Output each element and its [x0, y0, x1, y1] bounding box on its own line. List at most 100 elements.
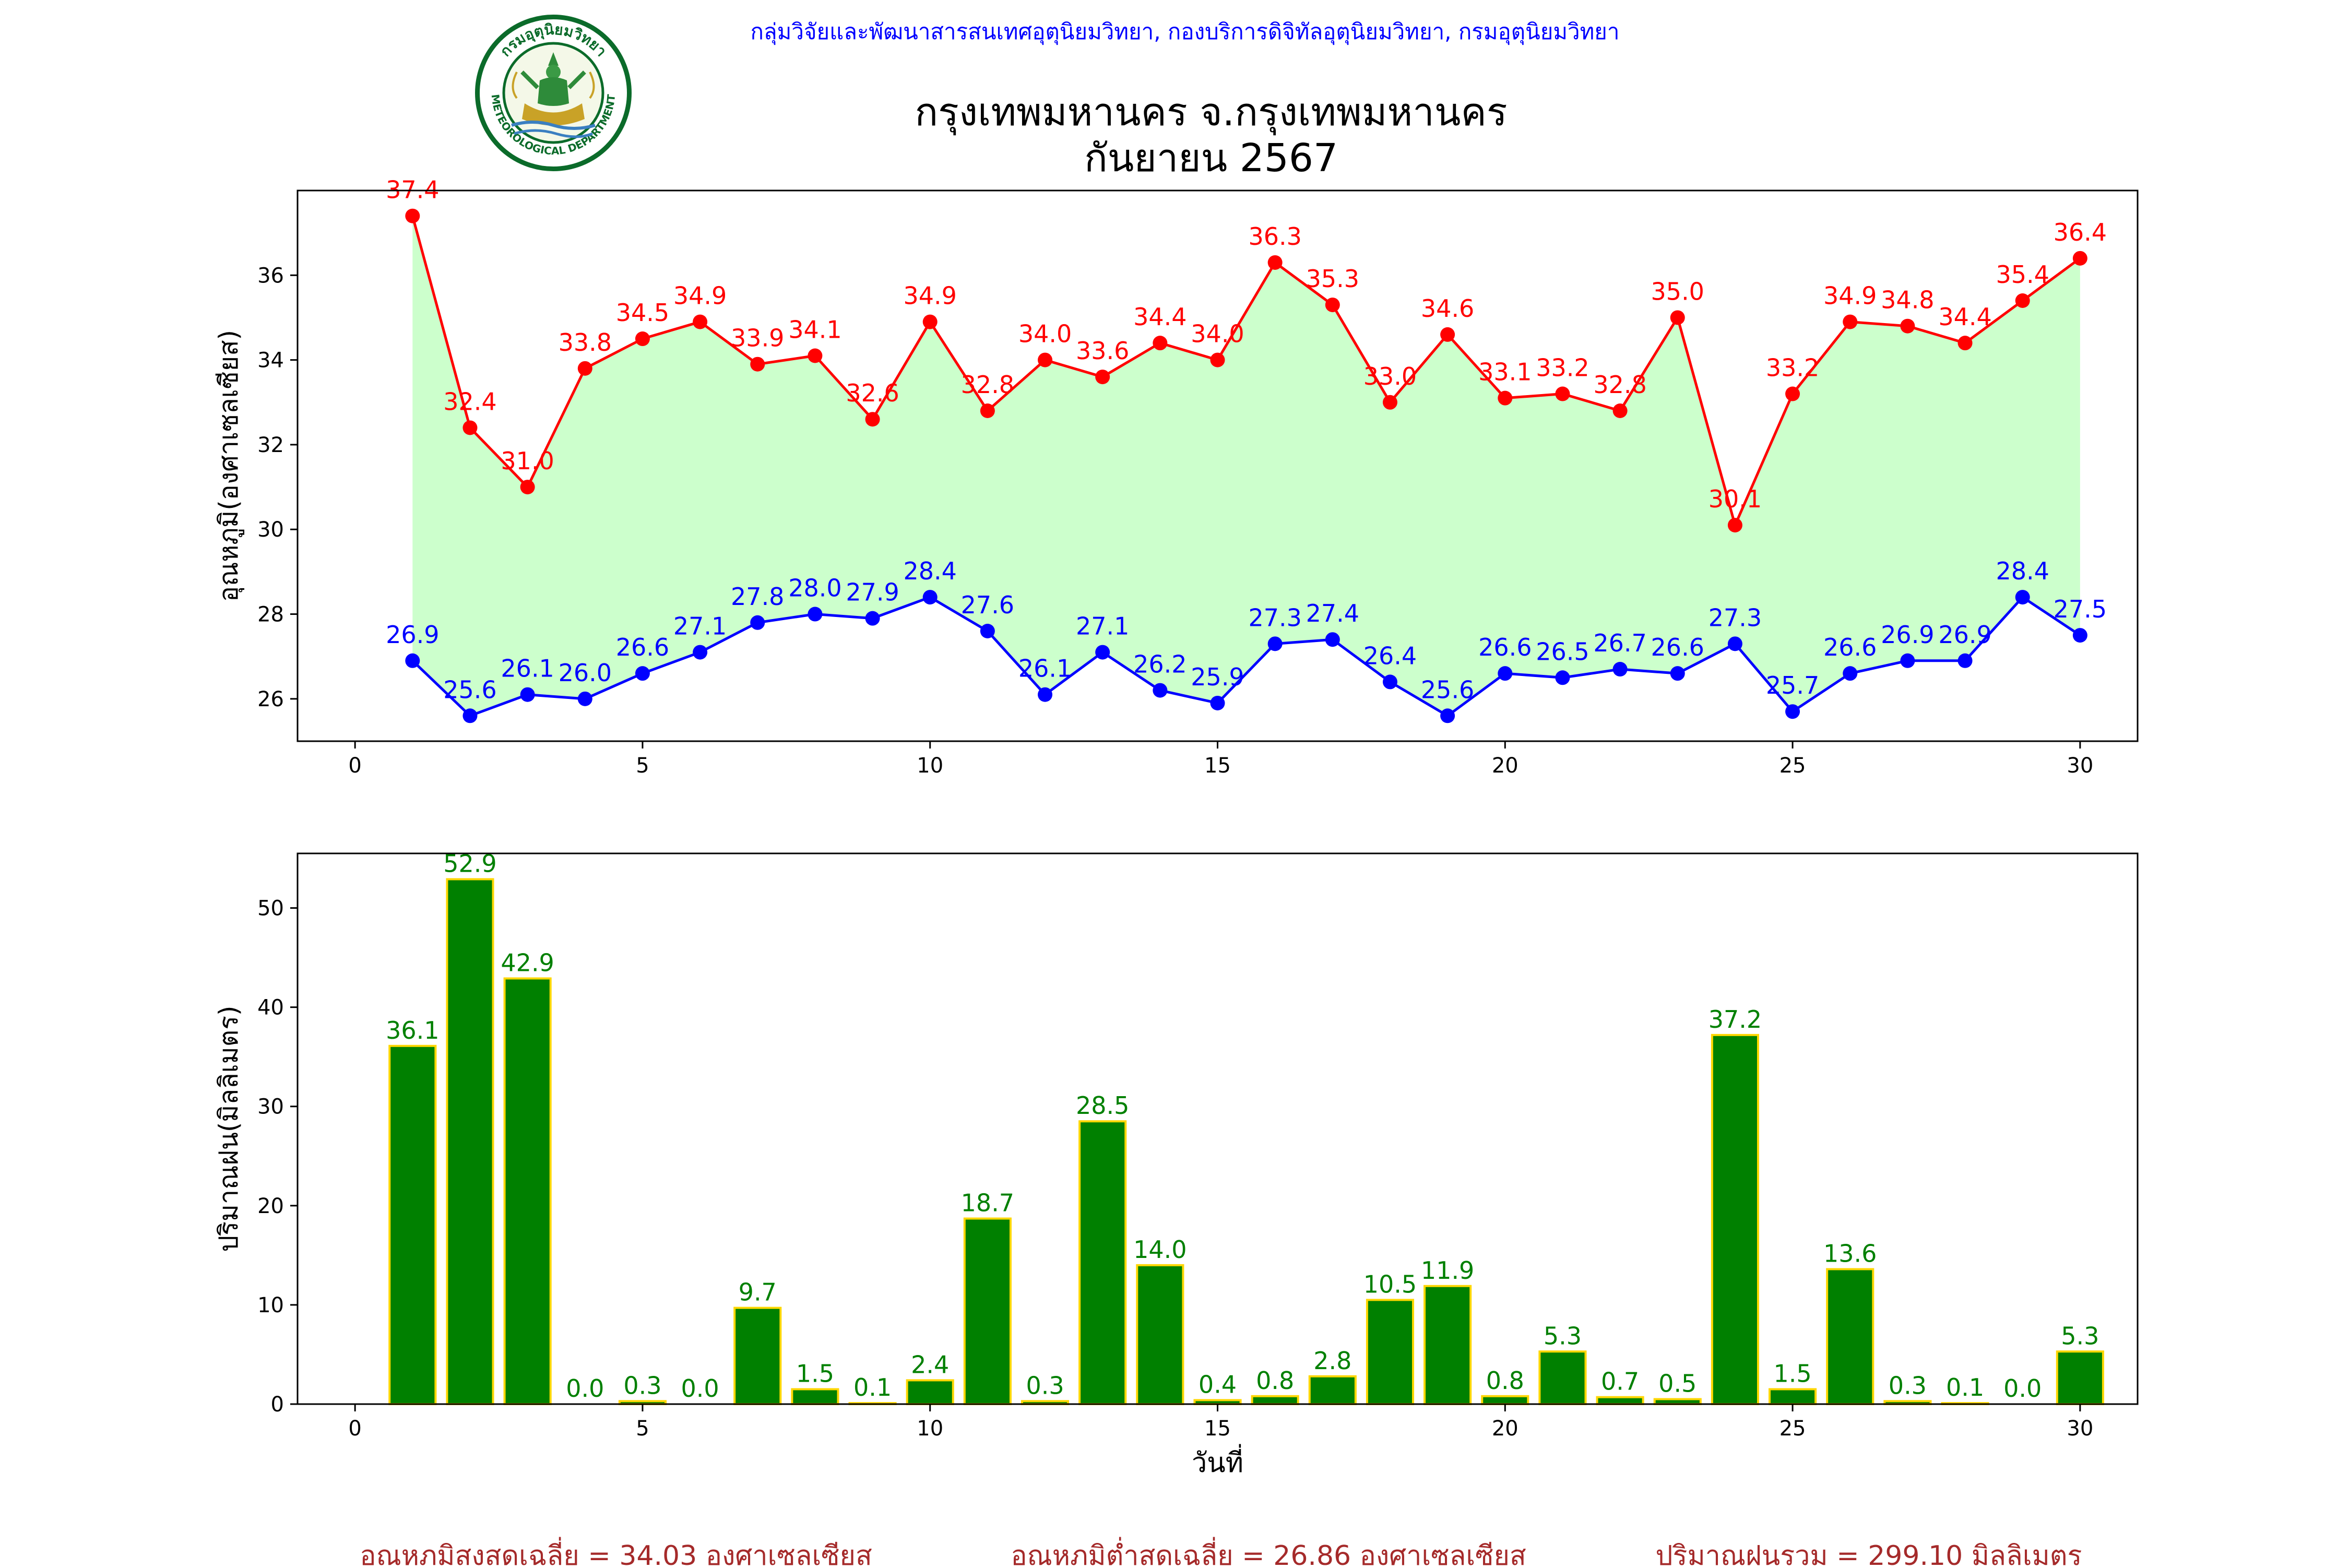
min-temperature-point	[1900, 653, 1915, 668]
credit-text: กลุ่มวิจัยและพัฒนาสารสนเทศอุตุนิยมวิทยา,…	[750, 19, 1619, 45]
min-temperature-point	[2072, 628, 2087, 643]
max-temperature-label: 34.1	[788, 316, 841, 344]
rainfall-bar	[2056, 1350, 2104, 1405]
rainfall-bar-label: 2.8	[1313, 1347, 1351, 1375]
summary-avg-min-temp: อุณหภูมิต่ำสุดเฉลี่ย = 26.86 องศาเซลเซีย…	[1011, 1537, 1526, 1566]
min-temperature-label: 26.1	[1018, 655, 1072, 683]
min-temperature-label: 27.3	[1248, 603, 1301, 632]
chart-title-line1: กรุงเทพมหานคร จ.กรุงเทพมหานคร	[915, 90, 1507, 136]
min-temperature-point	[1267, 636, 1283, 651]
min-temperature-label: 26.6	[1478, 633, 1532, 661]
max-temperature-point	[922, 314, 938, 329]
min-temperature-point	[1210, 695, 1225, 710]
rainfall-bar-label: 0.3	[623, 1371, 661, 1399]
min-temperature-label: 26.7	[1593, 629, 1646, 657]
rainfall-bar	[503, 977, 552, 1406]
rainfall-bar	[791, 1388, 839, 1406]
rainfall-bar	[1711, 1034, 1759, 1405]
max-temperature-point	[1900, 318, 1915, 334]
rainfall-bar	[1308, 1375, 1357, 1405]
rainfall-bar-label: 9.7	[739, 1278, 777, 1306]
temperature-points	[405, 208, 2087, 723]
max-temperature-label: 33.6	[1076, 337, 1129, 365]
max-temperature-point	[2072, 251, 2087, 266]
rainfall-bar-label: 0.8	[1486, 1367, 1524, 1395]
max-temperature-point	[980, 403, 995, 418]
rainfall-bar	[1481, 1395, 1529, 1405]
rainfall-bar	[1769, 1388, 1817, 1406]
rainfall-x-tick-label: 5	[636, 1417, 649, 1441]
min-temperature-point	[1498, 666, 1513, 681]
max-temperature-point	[1555, 386, 1570, 401]
rainfall-bar	[388, 1044, 437, 1405]
min-temperature-point	[1843, 666, 1858, 681]
rainfall-bar	[1136, 1264, 1184, 1405]
max-temperature-point	[750, 357, 765, 372]
summary-total-rain: ปริมาณฝนรวม = 299.10 มิลลิเมตร	[1656, 1540, 2082, 1566]
min-temperature-label: 26.9	[386, 621, 439, 649]
rainfall-bar	[1538, 1350, 1587, 1405]
min-temperature-label: 28.0	[788, 574, 841, 602]
max-temperature-label: 32.8	[1593, 371, 1646, 399]
rainfall-y-ticks: 0 10 20 30 40 50	[257, 897, 298, 1417]
min-temperature-point	[693, 645, 708, 660]
temperature-lines	[411, 216, 2081, 717]
min-temperature-label: 27.1	[1076, 612, 1129, 640]
temperature-x-tick-label: 25	[1779, 754, 1806, 778]
max-temperature-label: 33.9	[731, 324, 784, 352]
max-temperature-point	[1498, 390, 1513, 406]
min-temperature-label: 25.6	[443, 675, 496, 704]
min-temperature-label: 26.6	[616, 633, 669, 661]
rainfall-bar-label: 37.2	[1709, 1005, 1762, 1034]
max-temperature-label: 34.9	[904, 282, 957, 310]
temperature-x-ticks: 0 5 10 15 20 25 30	[348, 741, 2093, 778]
max-temperature-label: 34.5	[616, 299, 669, 327]
min-temperature-point	[1153, 683, 1168, 698]
rainfall-bar-label: 1.5	[1773, 1359, 1811, 1387]
min-temperature-label: 26.9	[1938, 621, 1991, 649]
min-temperature-point	[520, 687, 535, 702]
rainfall-x-tick-label: 25	[1779, 1417, 1806, 1441]
min-temperature-label: 27.5	[2054, 595, 2107, 623]
rainfall-bar-label: 0.3	[1889, 1371, 1927, 1399]
min-temperature-point	[808, 607, 823, 622]
temperature-x-tick-label: 0	[348, 754, 361, 778]
min-temperature-point	[1670, 666, 1685, 681]
max-temperature-label: 32.6	[846, 379, 899, 407]
rainfall-bar	[733, 1306, 782, 1405]
logo-deity-figure	[511, 52, 596, 138]
max-temperature-label: 36.3	[1248, 222, 1301, 251]
max-temperature-point	[693, 314, 708, 329]
max-temperature-label: 34.4	[1938, 303, 1991, 331]
max-temperature-label: 34.6	[1421, 294, 1474, 323]
rainfall-bar-label: 0.0	[566, 1374, 604, 1403]
min-temperature-point	[1958, 653, 1973, 668]
rainfall-bar	[906, 1379, 954, 1406]
min-temperature-line	[411, 596, 2081, 717]
rainfall-y-tick-label: 30	[257, 1095, 284, 1119]
min-temperature-point	[980, 624, 995, 638]
temperature-y-ticks: 26 28 30 32 34 36	[257, 264, 298, 711]
min-temperature-label: 26.5	[1536, 637, 1589, 666]
rainfall-bar-label: 0.4	[1199, 1370, 1237, 1398]
rainfall-x-tick-label: 10	[917, 1417, 943, 1441]
rainfall-bar-label: 0.7	[1601, 1368, 1639, 1396]
min-temperature-label: 26.0	[559, 659, 612, 687]
rainfall-x-axis-label: วันที่	[1192, 1444, 1243, 1479]
rainfall-bar	[1826, 1268, 1875, 1406]
rainfall-y-tick-label: 0	[271, 1393, 284, 1417]
rainfall-chart: 36.152.942.90.0 0.3 0.09.71.5 0.12.418.70.3…	[213, 849, 2139, 1479]
temperature-x-tick-label: 30	[2067, 754, 2093, 778]
min-temperature-point	[2015, 590, 2030, 605]
max-temperature-point	[1727, 518, 1742, 533]
max-temperature-point	[865, 412, 880, 427]
min-temperature-label: 26.9	[1881, 621, 1934, 649]
rainfall-bar	[1366, 1299, 1415, 1406]
temperature-x-tick-label: 5	[636, 754, 649, 778]
min-temperature-label: 27.9	[846, 578, 899, 607]
min-temperature-label: 26.1	[501, 655, 554, 683]
max-temperature-label: 36.4	[2054, 218, 2107, 246]
min-temperature-point	[1727, 636, 1742, 651]
min-temperature-label: 27.3	[1709, 603, 1762, 632]
min-temperature-point	[405, 653, 420, 668]
